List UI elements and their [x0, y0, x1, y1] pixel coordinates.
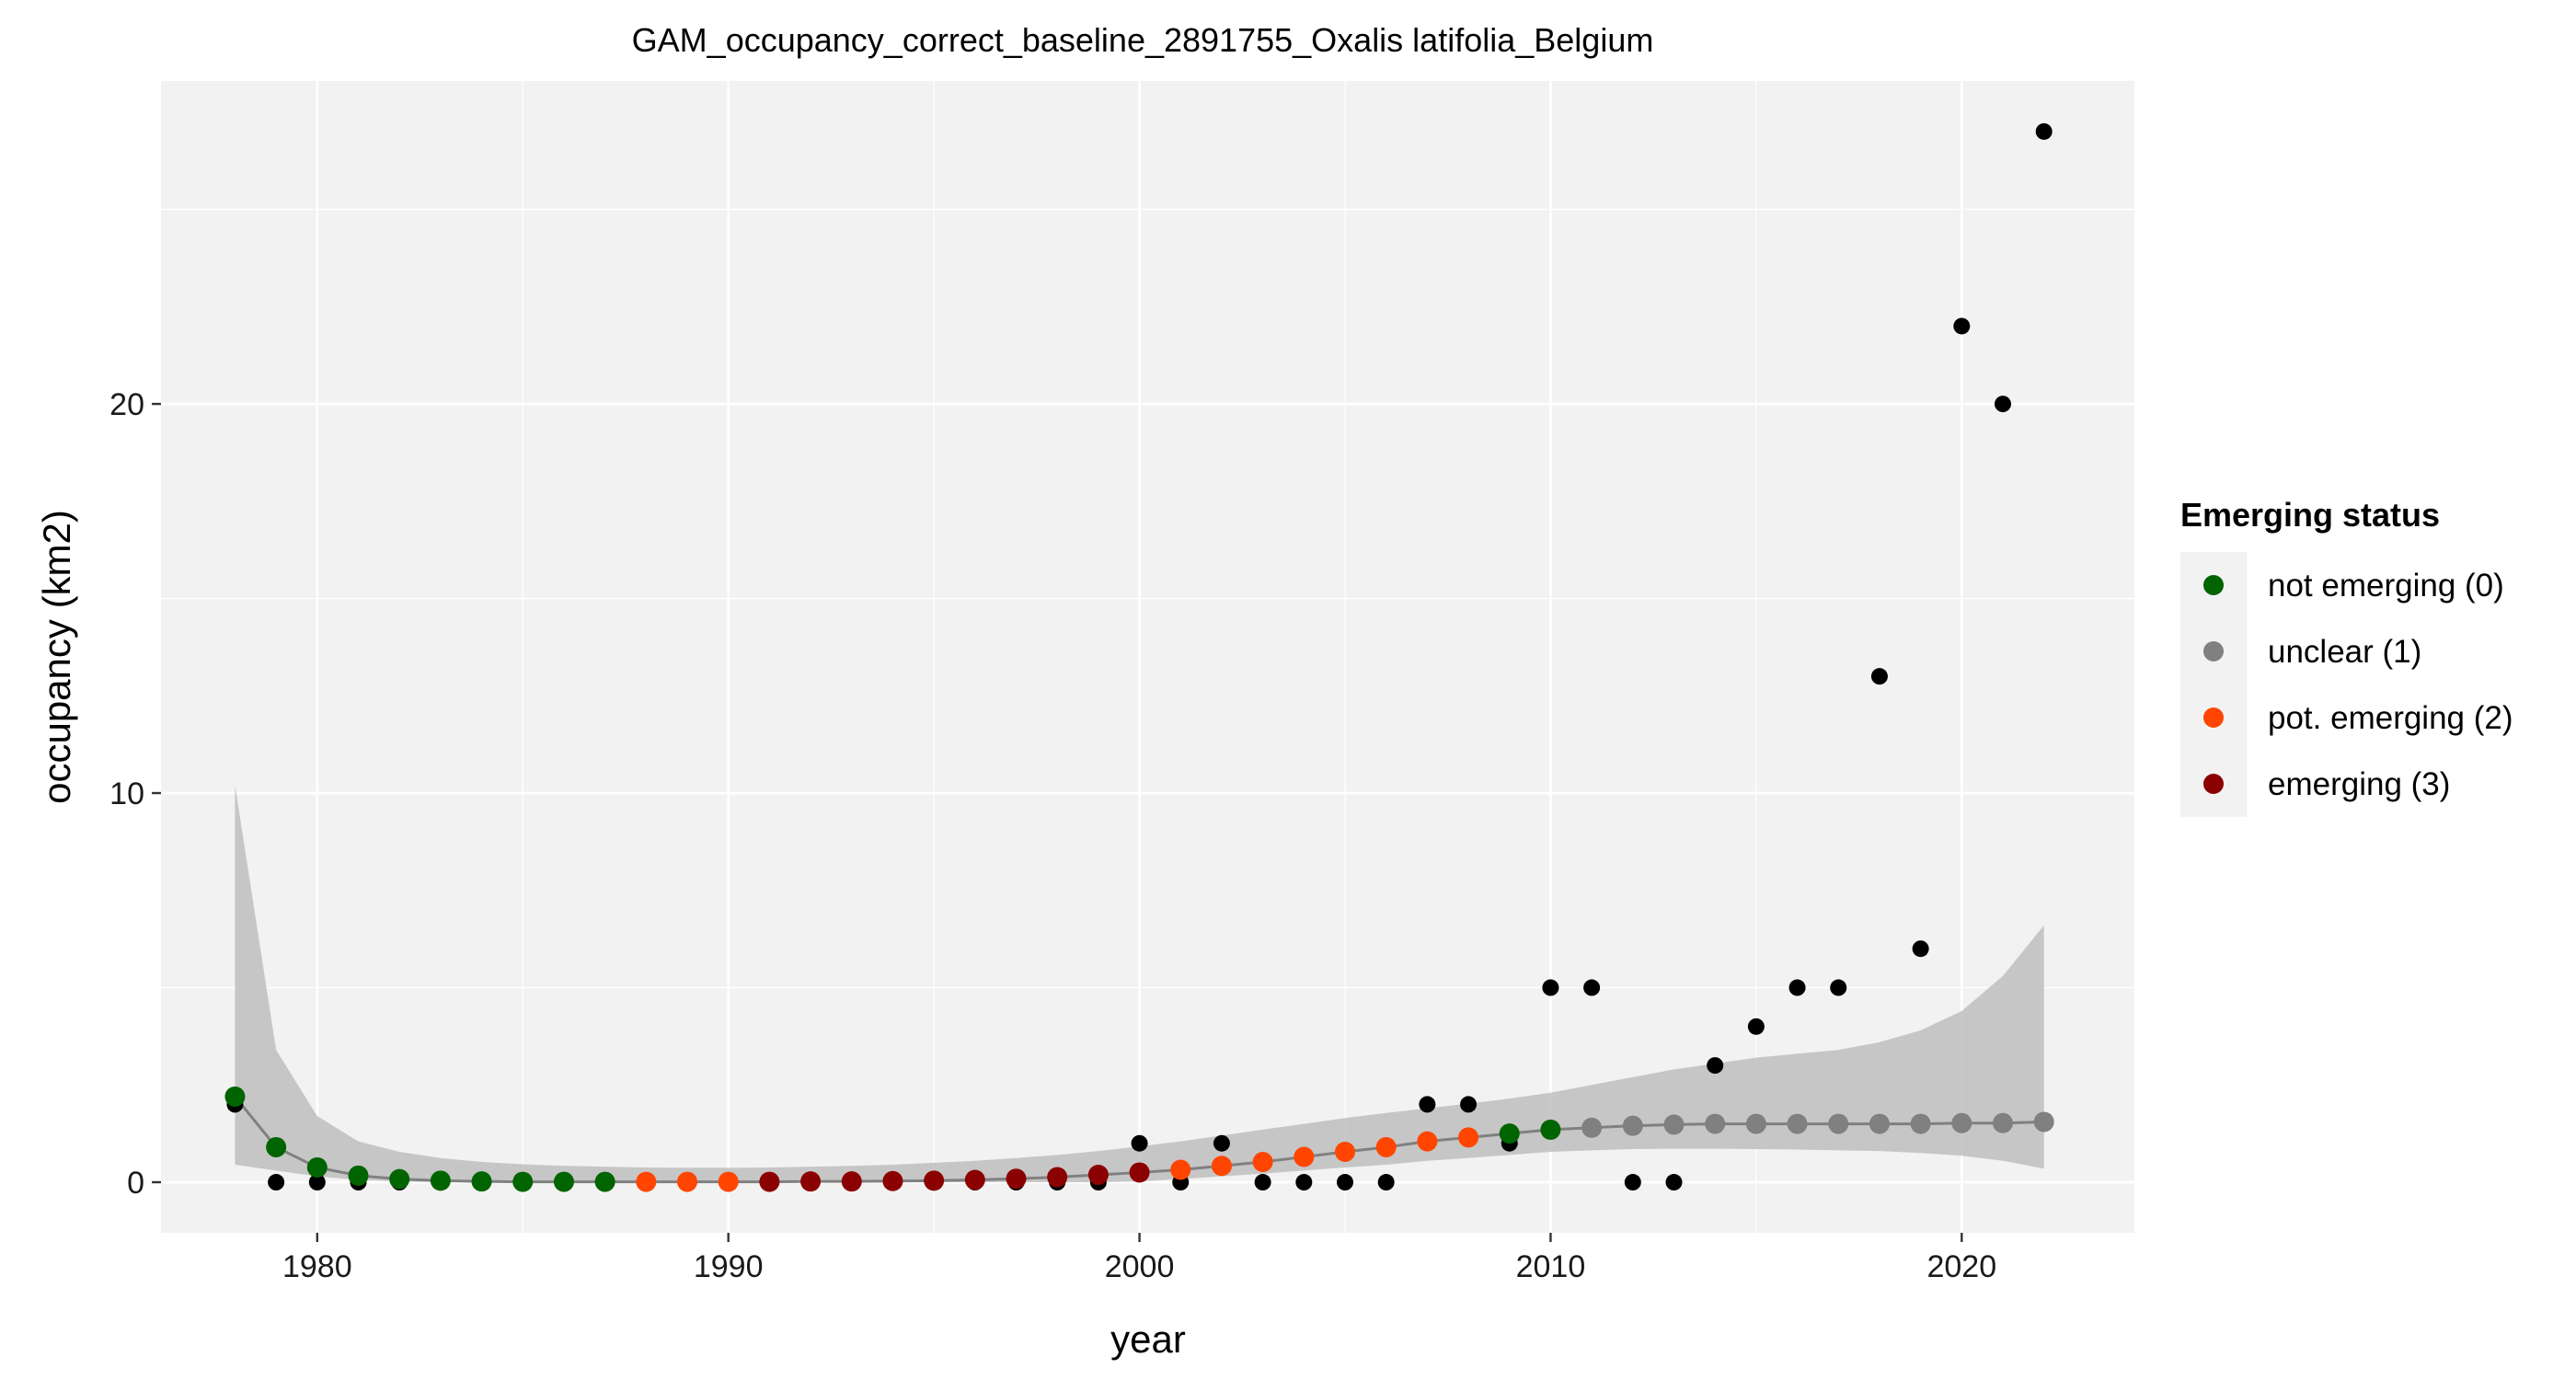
fitted-point	[718, 1171, 739, 1192]
observed-point	[1337, 1174, 1353, 1191]
observed-point	[1213, 1134, 1230, 1152]
fitted-point	[512, 1171, 534, 1192]
fitted-point	[306, 1156, 328, 1178]
fitted-point	[1828, 1113, 1849, 1134]
fitted-point	[2033, 1111, 2054, 1133]
fitted-point	[964, 1169, 985, 1190]
fitted-point	[924, 1170, 945, 1191]
fitted-point	[759, 1171, 780, 1192]
fitted-point	[594, 1171, 615, 1192]
observed-point	[268, 1174, 285, 1191]
fitted-point	[1499, 1123, 1520, 1144]
legend-label-0: not emerging (0)	[2268, 568, 2504, 604]
fitted-point	[1252, 1152, 1273, 1173]
legend-title: Emerging status	[2180, 496, 2440, 534]
x-tick-label: 2000	[1105, 1249, 1175, 1284]
y-axis-title: occupancy (km2)	[35, 510, 78, 804]
fitted-point	[389, 1168, 410, 1190]
fitted-point	[1211, 1156, 1232, 1177]
fitted-point	[1375, 1136, 1397, 1157]
fitted-point	[1417, 1131, 1438, 1152]
fitted-point	[1869, 1113, 1890, 1134]
observed-point	[1460, 1096, 1478, 1113]
x-axis: 1980 1990 2000 2010 2020	[282, 1233, 1996, 1284]
fitted-point	[1170, 1159, 1191, 1180]
fitted-point	[1047, 1167, 1068, 1188]
fitted-point	[1294, 1146, 1315, 1167]
fitted-point	[1129, 1162, 1150, 1183]
fitted-point	[1787, 1113, 1808, 1134]
observed-point	[1953, 317, 1971, 335]
observed-point	[1912, 940, 1929, 958]
plot-panel	[161, 81, 2134, 1233]
confidence-band-layer	[235, 785, 2044, 1183]
observed-point	[1295, 1174, 1313, 1191]
fitted-point	[471, 1171, 492, 1192]
fitted-point	[1663, 1114, 1685, 1135]
legend-key-0	[2203, 575, 2224, 595]
fitted-point	[882, 1170, 903, 1191]
fitted-point	[1910, 1113, 1931, 1134]
fitted-point	[841, 1171, 862, 1192]
fitted-point	[636, 1171, 657, 1192]
observed-point	[308, 1174, 326, 1191]
observed-point	[1788, 979, 1806, 996]
y-tick-label: 0	[127, 1166, 144, 1201]
fitted-point	[1458, 1127, 1479, 1148]
observed-point	[1583, 979, 1601, 996]
observed-point	[1665, 1174, 1683, 1191]
chart-title: GAM_occupancy_correct_baseline_2891755_O…	[632, 21, 1654, 59]
legend-key-2	[2203, 707, 2224, 728]
fitted-point	[430, 1170, 451, 1191]
y-tick-label: 20	[109, 387, 144, 422]
observed-point	[1419, 1096, 1436, 1113]
fitted-point	[677, 1171, 697, 1192]
x-tick-label: 2020	[1926, 1249, 1996, 1284]
fitted-points-layer	[224, 1086, 2054, 1192]
observed-point	[1707, 1057, 1724, 1075]
observed-point	[1995, 396, 2011, 413]
fitted-point	[553, 1171, 574, 1192]
observed-point	[1131, 1134, 1148, 1152]
fitted-point	[1745, 1113, 1766, 1134]
fitted-point	[1951, 1112, 1972, 1133]
fitted-point	[1622, 1115, 1643, 1136]
fitted-point	[348, 1165, 369, 1186]
x-tick-label: 1990	[694, 1249, 764, 1284]
legend-label-2: pot. emerging (2)	[2268, 700, 2513, 736]
legend: Emerging status not emerging (0) unclear …	[2180, 496, 2513, 817]
observed-point	[1542, 979, 1559, 996]
fitted-point	[1335, 1142, 1355, 1163]
confidence-band	[235, 785, 2044, 1183]
fitted-point	[224, 1086, 246, 1107]
observed-point	[1377, 1174, 1395, 1191]
fitted-point	[266, 1136, 287, 1157]
y-tick-label: 10	[109, 776, 144, 811]
legend-label-1: unclear (1)	[2268, 634, 2421, 670]
fitted-point	[1006, 1168, 1027, 1190]
legend-key-background	[2180, 552, 2247, 817]
x-axis-title: year	[1110, 1317, 1186, 1361]
fitted-point	[800, 1171, 822, 1192]
fitted-point	[1705, 1113, 1726, 1134]
observed-point	[1254, 1174, 1271, 1191]
y-axis: 0 10 20	[109, 387, 161, 1201]
fitted-point	[1581, 1117, 1603, 1138]
observed-point	[1747, 1018, 1765, 1035]
legend-key-3	[2203, 774, 2224, 794]
observed-point	[1624, 1174, 1641, 1191]
observed-point	[1870, 668, 1888, 685]
fitted-point	[1540, 1119, 1561, 1140]
x-tick-label: 1980	[282, 1249, 352, 1284]
fitted-point	[1993, 1112, 2013, 1133]
fitted-point	[1087, 1164, 1109, 1185]
observed-point	[2035, 122, 2053, 140]
x-tick-label: 2010	[1516, 1249, 1586, 1284]
observed-point	[1830, 979, 1847, 996]
legend-key-1	[2203, 641, 2224, 661]
legend-label-3: emerging (3)	[2268, 766, 2450, 802]
